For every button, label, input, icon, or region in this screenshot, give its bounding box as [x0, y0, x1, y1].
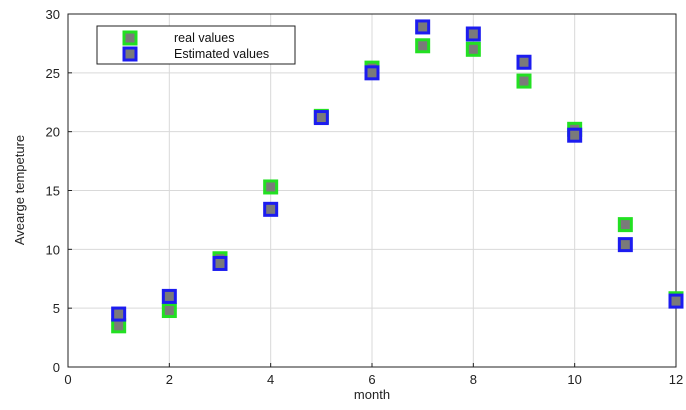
data-point	[617, 217, 633, 233]
data-point	[668, 293, 684, 309]
x-tick-label: 6	[368, 372, 375, 387]
data-point	[111, 318, 127, 334]
x-tick-label: 2	[166, 372, 173, 387]
data-point	[516, 54, 532, 70]
data-point	[364, 65, 380, 81]
legend: real values Estimated values	[96, 25, 296, 65]
y-tick-label: 20	[46, 125, 60, 140]
y-tick-label: 0	[53, 360, 60, 375]
x-tick-label: 10	[567, 372, 581, 387]
legend-label-real-values: real values	[174, 31, 234, 45]
y-tick-label: 5	[53, 301, 60, 316]
y-axis-label: Avearge tempeture	[12, 135, 27, 245]
data-point	[465, 41, 481, 57]
y-tick-label: 10	[46, 242, 60, 257]
legend-label-estimated-values: Estimated values	[174, 47, 269, 61]
axis-ticks: 0 2 4 6 8 10 12 0 5 10 15 20 25 30	[46, 7, 684, 387]
data-point	[516, 73, 532, 89]
x-tick-label: 12	[669, 372, 683, 387]
data-point	[567, 127, 583, 143]
data-point	[465, 26, 481, 42]
data-point	[313, 110, 329, 126]
data-point	[415, 38, 431, 54]
series-estimated-values	[111, 19, 684, 322]
data-point	[263, 201, 279, 217]
legend-marker-real-values	[122, 30, 138, 46]
y-tick-label: 30	[46, 7, 60, 22]
data-point	[212, 255, 228, 271]
x-tick-label: 0	[64, 372, 71, 387]
data-point	[263, 179, 279, 195]
data-point	[161, 288, 177, 304]
data-point	[161, 303, 177, 319]
data-points	[111, 19, 684, 334]
data-point	[111, 306, 127, 322]
data-point	[617, 237, 633, 253]
series-real-values	[111, 38, 684, 334]
x-axis-label: month	[354, 387, 390, 402]
y-tick-label: 15	[46, 184, 60, 199]
legend-marker-estimated-values	[122, 46, 138, 62]
x-tick-label: 4	[267, 372, 274, 387]
y-tick-label: 25	[46, 66, 60, 81]
x-tick-label: 8	[470, 372, 477, 387]
data-point	[415, 19, 431, 35]
